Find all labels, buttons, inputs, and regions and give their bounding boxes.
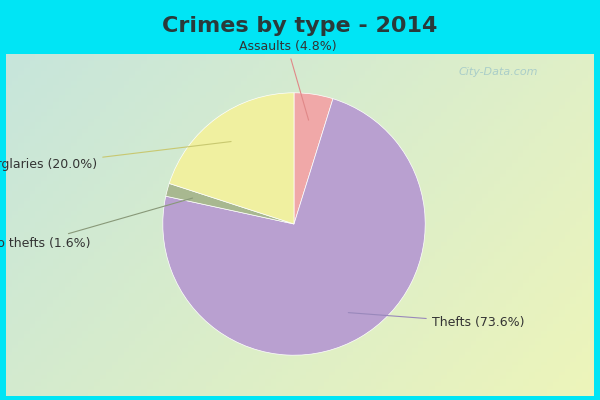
Text: Crimes by type - 2014: Crimes by type - 2014 bbox=[163, 16, 437, 36]
Text: Burglaries (20.0%): Burglaries (20.0%) bbox=[0, 142, 231, 172]
Text: City-Data.com: City-Data.com bbox=[458, 67, 538, 77]
Text: Auto thefts (1.6%): Auto thefts (1.6%) bbox=[0, 198, 193, 250]
Text: Thefts (73.6%): Thefts (73.6%) bbox=[349, 313, 524, 329]
Wedge shape bbox=[294, 93, 333, 224]
Wedge shape bbox=[163, 99, 425, 355]
Wedge shape bbox=[169, 93, 294, 224]
Text: Assaults (4.8%): Assaults (4.8%) bbox=[239, 40, 336, 120]
Wedge shape bbox=[166, 184, 294, 224]
